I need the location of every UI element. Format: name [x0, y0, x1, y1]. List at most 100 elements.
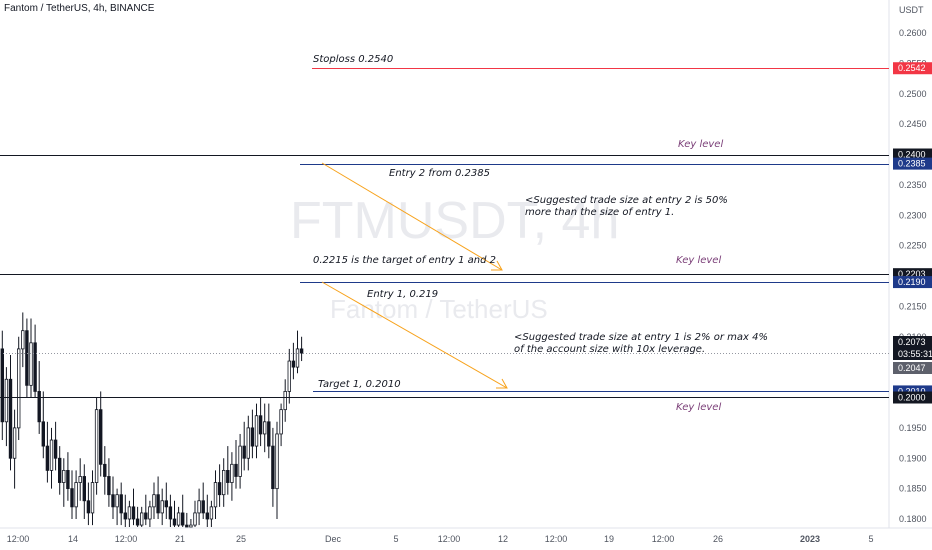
time-tick-label: 14 [68, 534, 78, 544]
price-tick-label: 0.2450 [899, 119, 927, 129]
candle-body [262, 421, 267, 435]
candle-body [70, 488, 74, 508]
price-tick-label: 0.2150 [899, 301, 927, 311]
candle-body [250, 427, 255, 447]
price-tag-bg [893, 157, 932, 170]
arrow-entry2-head [491, 260, 503, 271]
price-tick-label: 0.2300 [899, 210, 927, 220]
candle-body [135, 518, 140, 526]
candle-body [279, 409, 283, 435]
chart-header: Fantom / TetherUS, 4h, BINANCE [4, 3, 154, 14]
countdown-tag: 03:55:31 [893, 348, 932, 360]
candle-body [99, 409, 103, 465]
candle-body [295, 348, 300, 368]
time-tick-label: 12:00 [7, 534, 30, 544]
price-tick-label: 0.2250 [899, 241, 927, 251]
candle-body [8, 378, 13, 459]
price-tag-bg [893, 362, 932, 374]
candle-body [139, 512, 144, 526]
candle-body [180, 512, 185, 526]
price-tick-label: 0.1950 [899, 423, 927, 433]
candle-body [189, 524, 193, 528]
candle-body [94, 409, 99, 483]
price-tag-label: 0.2385 [898, 159, 926, 169]
entry1-label: Entry 1, 0.219 [367, 289, 438, 300]
time-tick-label: 12:00 [545, 534, 568, 544]
candle-body [111, 494, 115, 508]
time-tick-label: 12:00 [438, 534, 461, 544]
price-tag-label: 0.2542 [898, 63, 926, 73]
arrows [321, 162, 508, 389]
candle-body [205, 512, 209, 520]
candle-body [287, 360, 291, 392]
candle-body [123, 512, 127, 520]
key-level-label-mid: Key level [676, 255, 721, 266]
candle-body [267, 421, 271, 447]
symbol-title[interactable]: Fantom / TetherUS, 4h, BINANCE [4, 3, 155, 14]
candle-body [230, 463, 234, 483]
candle-body [172, 518, 177, 526]
candle-body [164, 500, 168, 508]
candle-body [41, 421, 45, 447]
candle-body [90, 482, 95, 514]
candle-body [156, 494, 160, 514]
price-tag-bg [893, 276, 932, 289]
candle-body [0, 348, 4, 423]
candle-body [185, 524, 189, 528]
price-tick-label: 0.2600 [899, 28, 927, 38]
candle-body [82, 476, 86, 502]
candle-body [258, 415, 263, 435]
candle-body [213, 482, 218, 508]
time-tick-label: 12 [498, 534, 508, 544]
time-tick-label: 12:00 [652, 534, 675, 544]
candle-body [21, 330, 25, 350]
stoploss-label: Stoploss 0.2540 [313, 54, 393, 65]
price-tick-label: 0.1900 [899, 453, 927, 463]
candle-body [226, 469, 230, 483]
candle-body [37, 391, 41, 423]
candle-body [254, 415, 259, 447]
candle-body [53, 439, 58, 459]
candle-body [209, 506, 214, 520]
key-level-label-top: Key level [678, 139, 723, 150]
candle-body [115, 494, 119, 508]
candle-body [103, 463, 107, 477]
candle-body [168, 506, 173, 520]
countdown-bg [893, 348, 932, 360]
time-tick-label: 2023 [800, 534, 820, 544]
candle-body [197, 500, 201, 514]
candle-body [58, 457, 62, 483]
entry1-note-line1: <Suggested trade size at entry 1 is 2% o… [514, 332, 768, 343]
arrow-entry2-to-target [321, 162, 503, 271]
candle-body [12, 427, 17, 459]
price-tag-bg [893, 391, 932, 404]
time-tick-label: Dec [325, 534, 342, 544]
price-tick-label: 0.2350 [899, 180, 927, 190]
time-tick-label: 25 [236, 534, 246, 544]
price-tag-bg [893, 336, 932, 348]
candle-body [201, 500, 205, 514]
horizontal-lines [0, 68, 889, 398]
price-tick-label: 0.1850 [899, 484, 927, 494]
countdown-text: 03:55:31 [898, 349, 932, 359]
price-tag-label: 0.2010 [898, 386, 926, 396]
candle-body [33, 342, 37, 392]
candle-body [78, 476, 82, 483]
candle-body [221, 469, 226, 496]
candle-body [234, 463, 238, 477]
candle-body [131, 506, 136, 520]
candle-body [16, 348, 21, 429]
candle-body [160, 500, 164, 514]
currency-label: USDT [899, 5, 924, 15]
candle-body [49, 439, 54, 471]
entry2-label: Entry 2 from 0.2385 [389, 168, 490, 179]
candle-body [45, 445, 50, 471]
time-tick-label: 5 [393, 534, 398, 544]
candle-body [29, 342, 33, 386]
candle-body [246, 427, 250, 459]
candle-body [299, 348, 304, 354]
time-tick-label: 26 [713, 534, 723, 544]
watermark-name: Fantom / TetherUS [330, 294, 548, 324]
